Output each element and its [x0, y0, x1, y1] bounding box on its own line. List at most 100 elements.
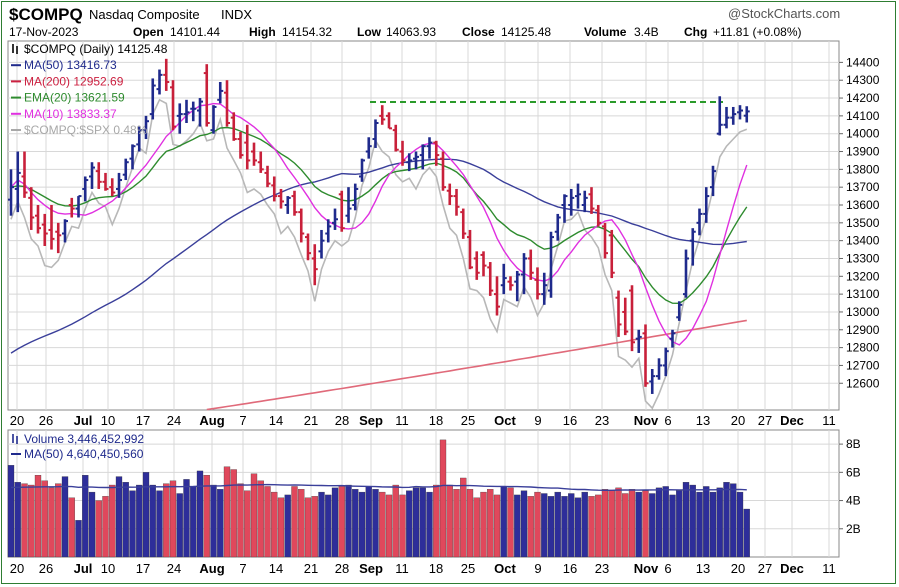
x-tick-label-volume: Jul [74, 561, 93, 576]
volume-bar [534, 491, 541, 558]
volume-bar [284, 494, 291, 558]
x-tick-label-volume: 27 [758, 561, 772, 576]
ohlc-bar [433, 140, 440, 166]
ohlc-bar [68, 197, 75, 218]
ema20-line [10, 126, 748, 305]
volume-ytick-label: 2B [846, 522, 861, 536]
price-ytick-label: 13000 [846, 305, 880, 319]
x-tick-label-price: 14 [269, 413, 283, 428]
volume-bar [102, 496, 109, 558]
x-tick-label-volume: Oct [494, 561, 516, 576]
volume-bar [109, 484, 116, 558]
x-tick-label-price: 6 [664, 413, 671, 428]
ohlc-bar [75, 195, 82, 218]
ohlc-bar [48, 205, 55, 250]
volume-bar [129, 490, 136, 558]
volume-bar [460, 477, 467, 558]
price-legend-label: EMA(20) 13621.59 [24, 91, 125, 105]
x-tick-label-price: 9 [534, 413, 541, 428]
ohlc-bar [311, 244, 318, 286]
volume-bar [122, 482, 129, 558]
volume-legend-label: Volume 3,446,452,992 [24, 432, 144, 446]
volume-bar [298, 489, 305, 558]
ohlc-bar [696, 208, 703, 236]
price-ytick-label: 12900 [846, 323, 880, 337]
ohlc-bar [264, 165, 271, 188]
stockcharts-watermark[interactable]: @StockCharts.com [728, 6, 840, 21]
ohlc-bar [143, 115, 149, 140]
ohlc-bar [305, 233, 311, 261]
x-tick-label-volume: 17 [136, 561, 150, 576]
price-y-axis: 12600 12700 12800 12900 13000 13100 13200 13300… [839, 55, 880, 390]
x-tick-label-volume: 7 [239, 561, 246, 576]
volume-bar [136, 484, 143, 558]
ohlc-bar [163, 58, 170, 91]
ohlc-bar [278, 188, 284, 209]
x-tick-label-price: 18 [429, 413, 443, 428]
ohlc-bar [332, 208, 338, 230]
volume-bar [406, 490, 413, 558]
volume-bar [325, 494, 332, 558]
volume-ytick-label: 8B [846, 437, 861, 451]
volume-ytick-label: 6B [846, 465, 861, 479]
ohlc-bar [635, 329, 642, 353]
ohlc-bar [62, 219, 68, 243]
volume-bar [257, 480, 264, 558]
price-ytick-label: 14200 [846, 91, 880, 105]
ohlc-bar [399, 140, 406, 166]
ohlc-bar [183, 99, 190, 123]
volume-bar [7, 465, 15, 558]
ohlc-bar [359, 158, 365, 182]
close-value: 14125.48 [501, 25, 551, 39]
ohlc-bar [210, 105, 217, 134]
price-legend-label: MA(50) 13416.73 [24, 58, 117, 72]
x-tick-label-price: Aug [199, 413, 224, 428]
x-tick-label-volume: Sep [359, 561, 383, 576]
volume-bar [642, 490, 649, 558]
price-ytick-label: 12700 [846, 358, 880, 372]
volume-bar [264, 486, 271, 558]
ohlc-bar [372, 119, 379, 148]
ma200-line [206, 319, 747, 411]
ohlc-bar [89, 162, 95, 189]
x-tick-label-price: 11 [395, 413, 409, 428]
volume-bar [453, 489, 460, 558]
ohlc-bar [743, 106, 750, 123]
ma10-line [10, 102, 748, 346]
symbol-title: $COMPQ [9, 5, 83, 24]
volume-bar [426, 491, 433, 558]
ohlc-bar [548, 231, 554, 298]
volume-bar [176, 493, 183, 558]
volume-bar [385, 494, 393, 558]
price-ytick-label: 13700 [846, 180, 880, 194]
volume-bar [95, 500, 102, 558]
x-tick-label-volume: 26 [39, 561, 53, 576]
x-tick-label-price: Dec [780, 413, 804, 428]
x-tick-label-volume: 24 [167, 561, 181, 576]
open-label: Open [133, 25, 164, 39]
price-ytick-label: 14000 [846, 127, 880, 141]
x-tick-label-volume: 11 [822, 561, 836, 576]
volume-bar [723, 482, 730, 558]
x-tick-label-price: 28 [335, 413, 349, 428]
price-ytick-label: 14300 [846, 73, 880, 87]
ohlc-bar [386, 112, 392, 130]
ohlc-bar [217, 82, 224, 104]
ohlc-bar [521, 253, 527, 295]
x-tick-label-price: 21 [304, 413, 318, 428]
ohlc-bar [446, 183, 453, 205]
ohlc-bar [703, 187, 710, 223]
ohlc-bar [35, 205, 41, 234]
price-ytick-label: 12600 [846, 376, 880, 390]
x-tick-label-volume: 20 [10, 561, 24, 576]
ohlc-bar [453, 188, 460, 216]
x-tick-label-volume: 14 [269, 561, 283, 576]
ohlc-bar [102, 172, 109, 191]
volume-bar [190, 486, 197, 558]
price-ytick-label: 13800 [846, 162, 880, 176]
ohlc-bar [683, 249, 689, 298]
ohlc-bar [28, 187, 35, 230]
volume-bar [331, 487, 339, 558]
